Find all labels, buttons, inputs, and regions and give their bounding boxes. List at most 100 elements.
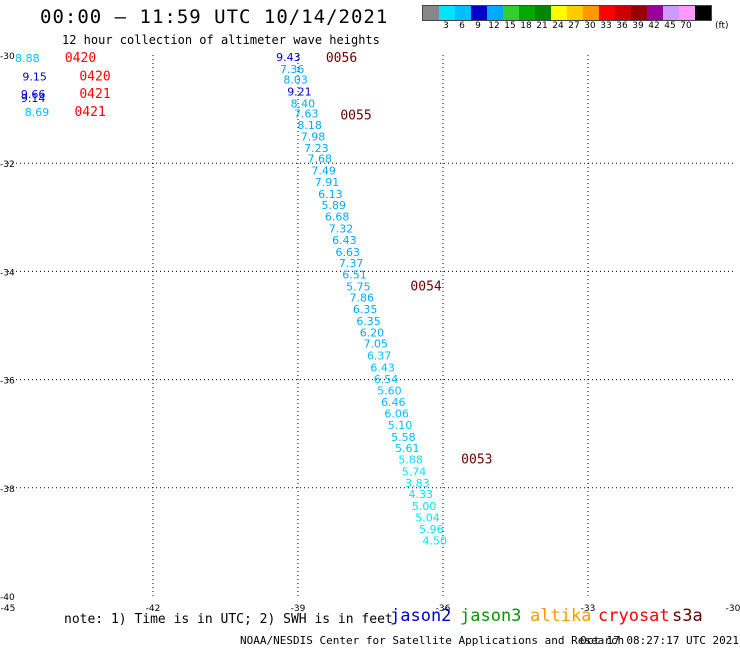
- swh-value: 7.36: [280, 63, 305, 76]
- legend-jason2: jason2: [390, 606, 452, 626]
- swh-value: 8.03: [283, 74, 308, 87]
- swh-value: 5.61: [395, 442, 420, 455]
- scale-swatch: [503, 6, 519, 20]
- scale-label: 12: [488, 21, 500, 31]
- note-text: note: 1) Time is in UTC; 2) SWH is in fe…: [64, 612, 393, 627]
- lat-tick-label: -34: [0, 268, 15, 278]
- scale-label: 15: [504, 21, 516, 31]
- swh-value: 6.54: [374, 373, 399, 386]
- lon-tick-label: -36: [436, 604, 451, 614]
- swh-value: 6.63: [336, 246, 361, 259]
- swh-value: 7.49: [311, 165, 336, 178]
- footer-credit: NOAA/NESDIS Center for Satellite Applica…: [240, 634, 625, 647]
- page-subtitle: 12 hour collection of altimeter wave hei…: [62, 33, 380, 47]
- swh-value: 8.88: [15, 52, 40, 65]
- time-mark: 0421: [79, 87, 110, 102]
- scale-swatch: [647, 6, 663, 20]
- swh-value: 4.33: [409, 488, 434, 501]
- swh-value: 6.43: [332, 234, 357, 247]
- swh-value: 7.05: [364, 338, 389, 351]
- scale-swatch: [631, 6, 647, 20]
- scale-label: 6: [459, 21, 465, 31]
- swh-value: 8.40: [291, 98, 316, 111]
- scale-label: 21: [536, 21, 548, 31]
- scale-swatch: [551, 6, 567, 20]
- page-title: 00:00 – 11:59 UTC 10/14/2021: [40, 6, 389, 28]
- swh-value: 7.68: [308, 153, 333, 166]
- scale-swatch: [599, 6, 615, 20]
- swh-value: 5.00: [412, 500, 437, 513]
- time-mark: 0421: [75, 105, 106, 120]
- scale-label: 30: [584, 21, 596, 31]
- swh-value: 5.75: [346, 280, 371, 293]
- scale-label: 3: [443, 21, 449, 31]
- swh-value: 7.63: [294, 107, 319, 120]
- swh-value: 6.35: [353, 303, 378, 316]
- swh-value: 5.60: [377, 384, 402, 397]
- scale-swatch: [583, 6, 599, 20]
- swh-value: 5.89: [322, 199, 347, 212]
- swh-value: 9.43: [276, 51, 301, 64]
- swh-value: 7.98: [301, 131, 326, 144]
- lat-tick-label: -40: [0, 593, 15, 603]
- scale-swatch: [615, 6, 631, 20]
- scale-label: 9: [475, 21, 481, 31]
- legend-s3a: s3a: [672, 606, 703, 626]
- scale-swatch: [487, 6, 503, 20]
- swh-value: 7.86: [350, 292, 375, 305]
- scale-label: 39: [632, 21, 644, 31]
- swh-value: 4.50: [423, 535, 448, 548]
- swh-value: 9.14: [21, 92, 46, 105]
- lon-tick-label: -30: [726, 604, 740, 614]
- legend-altika: altika: [530, 606, 592, 626]
- scale-label: 42: [648, 21, 660, 31]
- swh-value: 7.32: [329, 222, 354, 235]
- legend-cryosat: cryosat: [598, 606, 670, 626]
- time-mark: 0420: [79, 69, 110, 84]
- swh-value: 5.74: [402, 465, 427, 478]
- scale-swatch: [695, 6, 711, 20]
- swh-value: 9.21: [287, 86, 312, 99]
- scale-swatch: [455, 6, 471, 20]
- swh-value: 5.58: [391, 431, 416, 444]
- scale-swatch: [423, 6, 439, 20]
- lon-tick-label: -45: [1, 604, 16, 614]
- swh-value: 6.20: [360, 326, 385, 339]
- swh-value: 6.37: [367, 350, 392, 363]
- color-scale-bar: [422, 5, 712, 21]
- scale-label: 36: [616, 21, 628, 31]
- scale-label: 70: [680, 21, 692, 31]
- swh-value: 8.69: [25, 106, 50, 119]
- swh-value: 7.91: [315, 176, 340, 189]
- scale-swatch: [471, 6, 487, 20]
- lat-tick-label: -32: [0, 160, 15, 170]
- scale-label-spacer: [422, 21, 438, 31]
- legend-jason3: jason3: [460, 606, 522, 626]
- scale-label: 45: [664, 21, 676, 31]
- color-scale-unit: (ft): [715, 21, 729, 31]
- swh-value: 9.15: [22, 70, 47, 83]
- lon-tick-label: -33: [581, 604, 596, 614]
- swh-value: 6.68: [325, 211, 350, 224]
- lon-tick-label: -42: [146, 604, 161, 614]
- time-mark: 0054: [410, 279, 441, 294]
- scale-swatch: [679, 6, 695, 20]
- scale-label: 27: [568, 21, 580, 31]
- lat-tick-label: -36: [0, 377, 15, 387]
- scale-swatch: [519, 6, 535, 20]
- swh-value: 6.35: [356, 315, 381, 328]
- time-mark: 0056: [326, 51, 357, 66]
- time-mark: 0053: [461, 453, 492, 468]
- swh-value: 3.83: [405, 477, 430, 490]
- scale-label: 33: [600, 21, 612, 31]
- scale-swatch: [535, 6, 551, 20]
- swh-value: 6.06: [384, 408, 409, 421]
- swh-value: 7.37: [339, 257, 364, 270]
- scale-label: 18: [520, 21, 532, 31]
- lat-tick-label: -38: [0, 485, 15, 495]
- swh-value: 9.66: [21, 88, 46, 101]
- swh-value: 6.43: [370, 362, 395, 375]
- swh-value: 5.10: [388, 419, 413, 432]
- swh-value: 5.04: [415, 511, 440, 524]
